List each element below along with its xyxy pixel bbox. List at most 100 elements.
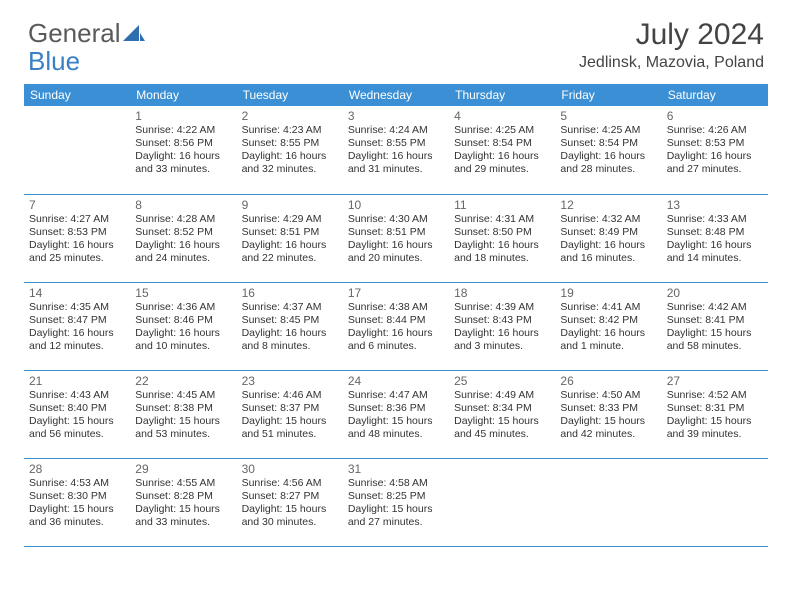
- sunset-line: Sunset: 8:53 PM: [667, 137, 763, 150]
- daylight-line-2: and 33 minutes.: [135, 163, 231, 176]
- sunrise-line: Sunrise: 4:23 AM: [242, 124, 338, 137]
- daylight-line-1: Daylight: 15 hours: [348, 503, 444, 516]
- logo-sail-icon: [123, 18, 145, 49]
- dow-wednesday: Wednesday: [343, 84, 449, 106]
- day-cell: 23Sunrise: 4:46 AMSunset: 8:37 PMDayligh…: [237, 370, 343, 458]
- sunset-line: Sunset: 8:40 PM: [29, 402, 125, 415]
- sunset-line: Sunset: 8:54 PM: [454, 137, 550, 150]
- sunrise-line: Sunrise: 4:31 AM: [454, 213, 550, 226]
- daylight-line-2: and 3 minutes.: [454, 340, 550, 353]
- daylight-line-2: and 30 minutes.: [242, 516, 338, 529]
- day-number: 18: [454, 286, 550, 300]
- logo: General: [28, 18, 145, 49]
- sunrise-line: Sunrise: 4:26 AM: [667, 124, 763, 137]
- sunset-line: Sunset: 8:25 PM: [348, 490, 444, 503]
- day-cell: 8Sunrise: 4:28 AMSunset: 8:52 PMDaylight…: [130, 194, 236, 282]
- daylight-line-2: and 56 minutes.: [29, 428, 125, 441]
- sunset-line: Sunset: 8:43 PM: [454, 314, 550, 327]
- sunset-line: Sunset: 8:51 PM: [242, 226, 338, 239]
- daylight-line-1: Daylight: 16 hours: [242, 150, 338, 163]
- day-cell: 14Sunrise: 4:35 AMSunset: 8:47 PMDayligh…: [24, 282, 130, 370]
- day-number: 2: [242, 109, 338, 123]
- sunset-line: Sunset: 8:55 PM: [348, 137, 444, 150]
- sunset-line: Sunset: 8:47 PM: [29, 314, 125, 327]
- day-cell: 1Sunrise: 4:22 AMSunset: 8:56 PMDaylight…: [130, 106, 236, 194]
- daylight-line-2: and 58 minutes.: [667, 340, 763, 353]
- daylight-line-1: Daylight: 16 hours: [135, 327, 231, 340]
- daylight-line-2: and 32 minutes.: [242, 163, 338, 176]
- day-number: 3: [348, 109, 444, 123]
- sunrise-line: Sunrise: 4:39 AM: [454, 301, 550, 314]
- daylight-line-2: and 10 minutes.: [135, 340, 231, 353]
- sunset-line: Sunset: 8:37 PM: [242, 402, 338, 415]
- day-number: 17: [348, 286, 444, 300]
- sunrise-line: Sunrise: 4:46 AM: [242, 389, 338, 402]
- day-number: 29: [135, 462, 231, 476]
- daylight-line-1: Daylight: 16 hours: [242, 239, 338, 252]
- sunrise-line: Sunrise: 4:56 AM: [242, 477, 338, 490]
- daylight-line-1: Daylight: 15 hours: [135, 415, 231, 428]
- daylight-line-2: and 27 minutes.: [348, 516, 444, 529]
- header: General July 2024 Jedlinsk, Mazovia, Pol…: [0, 0, 792, 78]
- daylight-line-1: Daylight: 15 hours: [667, 327, 763, 340]
- sunset-line: Sunset: 8:28 PM: [135, 490, 231, 503]
- day-cell: 20Sunrise: 4:42 AMSunset: 8:41 PMDayligh…: [662, 282, 768, 370]
- day-cell: 17Sunrise: 4:38 AMSunset: 8:44 PMDayligh…: [343, 282, 449, 370]
- daylight-line-1: Daylight: 16 hours: [560, 150, 656, 163]
- daylight-line-1: Daylight: 15 hours: [242, 415, 338, 428]
- daylight-line-2: and 39 minutes.: [667, 428, 763, 441]
- day-cell: 13Sunrise: 4:33 AMSunset: 8:48 PMDayligh…: [662, 194, 768, 282]
- daylight-line-2: and 8 minutes.: [242, 340, 338, 353]
- day-cell: 19Sunrise: 4:41 AMSunset: 8:42 PMDayligh…: [555, 282, 661, 370]
- daylight-line-1: Daylight: 16 hours: [242, 327, 338, 340]
- daylight-line-2: and 27 minutes.: [667, 163, 763, 176]
- sunset-line: Sunset: 8:51 PM: [348, 226, 444, 239]
- day-cell: 24Sunrise: 4:47 AMSunset: 8:36 PMDayligh…: [343, 370, 449, 458]
- day-number: 6: [667, 109, 763, 123]
- daylight-line-2: and 42 minutes.: [560, 428, 656, 441]
- daylight-line-1: Daylight: 16 hours: [29, 327, 125, 340]
- sunrise-line: Sunrise: 4:43 AM: [29, 389, 125, 402]
- sunrise-line: Sunrise: 4:41 AM: [560, 301, 656, 314]
- sunrise-line: Sunrise: 4:52 AM: [667, 389, 763, 402]
- daylight-line-2: and 24 minutes.: [135, 252, 231, 265]
- day-number: 23: [242, 374, 338, 388]
- sunset-line: Sunset: 8:50 PM: [454, 226, 550, 239]
- dow-row: SundayMondayTuesdayWednesdayThursdayFrid…: [24, 84, 768, 106]
- sunset-line: Sunset: 8:56 PM: [135, 137, 231, 150]
- daylight-line-2: and 29 minutes.: [454, 163, 550, 176]
- location: Jedlinsk, Mazovia, Poland: [579, 54, 764, 72]
- daylight-line-2: and 28 minutes.: [560, 163, 656, 176]
- day-number: 14: [29, 286, 125, 300]
- day-number: 7: [29, 198, 125, 212]
- week-row: 1Sunrise: 4:22 AMSunset: 8:56 PMDaylight…: [24, 106, 768, 194]
- sunset-line: Sunset: 8:31 PM: [667, 402, 763, 415]
- week-row: 21Sunrise: 4:43 AMSunset: 8:40 PMDayligh…: [24, 370, 768, 458]
- daylight-line-2: and 53 minutes.: [135, 428, 231, 441]
- day-cell: 5Sunrise: 4:25 AMSunset: 8:54 PMDaylight…: [555, 106, 661, 194]
- day-number: 4: [454, 109, 550, 123]
- day-number: 27: [667, 374, 763, 388]
- sunrise-line: Sunrise: 4:47 AM: [348, 389, 444, 402]
- sunset-line: Sunset: 8:30 PM: [29, 490, 125, 503]
- daylight-line-2: and 25 minutes.: [29, 252, 125, 265]
- sunrise-line: Sunrise: 4:50 AM: [560, 389, 656, 402]
- day-cell: 16Sunrise: 4:37 AMSunset: 8:45 PMDayligh…: [237, 282, 343, 370]
- daylight-line-1: Daylight: 15 hours: [560, 415, 656, 428]
- daylight-line-1: Daylight: 16 hours: [348, 150, 444, 163]
- sunrise-line: Sunrise: 4:29 AM: [242, 213, 338, 226]
- sunrise-line: Sunrise: 4:53 AM: [29, 477, 125, 490]
- sunset-line: Sunset: 8:36 PM: [348, 402, 444, 415]
- daylight-line-1: Daylight: 16 hours: [348, 327, 444, 340]
- day-cell: 10Sunrise: 4:30 AMSunset: 8:51 PMDayligh…: [343, 194, 449, 282]
- daylight-line-2: and 18 minutes.: [454, 252, 550, 265]
- week-row: 14Sunrise: 4:35 AMSunset: 8:47 PMDayligh…: [24, 282, 768, 370]
- day-cell: 30Sunrise: 4:56 AMSunset: 8:27 PMDayligh…: [237, 458, 343, 546]
- daylight-line-1: Daylight: 16 hours: [560, 327, 656, 340]
- sunset-line: Sunset: 8:53 PM: [29, 226, 125, 239]
- daylight-line-1: Daylight: 15 hours: [135, 503, 231, 516]
- sunset-line: Sunset: 8:45 PM: [242, 314, 338, 327]
- sunrise-line: Sunrise: 4:38 AM: [348, 301, 444, 314]
- sunrise-line: Sunrise: 4:58 AM: [348, 477, 444, 490]
- dow-saturday: Saturday: [662, 84, 768, 106]
